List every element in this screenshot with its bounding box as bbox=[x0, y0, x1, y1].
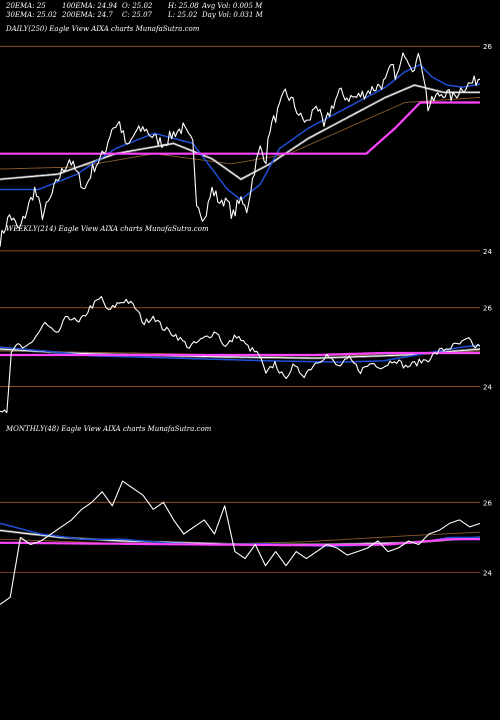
daily-tick-label-26: 26 bbox=[483, 43, 492, 51]
weekly-tick-label-26: 26 bbox=[483, 305, 492, 313]
open-value: O: 25.02 bbox=[122, 2, 153, 10]
monthly-level-line bbox=[0, 538, 480, 547]
daily-ema-mid-line bbox=[0, 84, 480, 180]
daily-panel: 26 24 bbox=[0, 43, 492, 256]
daily-panel-label: DAILY(250) Eagle View AIXA charts Munafa… bbox=[6, 25, 200, 33]
avg-vol-value: Avg Vol: 0.005 M bbox=[202, 2, 263, 10]
high-value: H: 25.08 bbox=[168, 2, 199, 10]
monthly-panel: 26 24 bbox=[0, 480, 492, 605]
low-value: L: 25.02 bbox=[168, 11, 198, 19]
monthly-tick-label-26: 26 bbox=[483, 499, 492, 507]
weekly-panel-label: WEEKLY(214) Eagle View AIXA charts Munaf… bbox=[6, 225, 209, 233]
daily-ema-mid-shadow-line bbox=[0, 83, 480, 181]
weekly-level-line bbox=[0, 351, 480, 357]
weekly-tick-label-24: 24 bbox=[483, 383, 492, 391]
daily-tick-label-24: 24 bbox=[483, 248, 492, 256]
close-value: C: 25.07 bbox=[122, 11, 152, 19]
daily-level-line bbox=[0, 101, 480, 155]
weekly-price-line bbox=[0, 295, 481, 414]
daily-price-line bbox=[0, 52, 481, 247]
ema200-value: 200EMA: 24.7 bbox=[62, 11, 113, 19]
weekly-panel: 26 24 bbox=[0, 295, 492, 414]
ema100-value: 100EMA: 24.94 bbox=[62, 2, 118, 10]
weekly-ema-mid-line bbox=[0, 348, 481, 359]
monthly-panel-label: MONTHLY(48) Eagle View AIXA charts Munaf… bbox=[6, 425, 212, 433]
day-vol-value: Day Vol: 0.031 M bbox=[202, 11, 263, 19]
ema20-value: 20EMA: 25 bbox=[6, 2, 46, 10]
ema30-value: 30EMA: 25.02 bbox=[6, 11, 57, 19]
daily-ema-slow-line bbox=[0, 96, 481, 170]
monthly-tick-label-24: 24 bbox=[483, 570, 492, 578]
monthly-price-line bbox=[0, 480, 481, 605]
